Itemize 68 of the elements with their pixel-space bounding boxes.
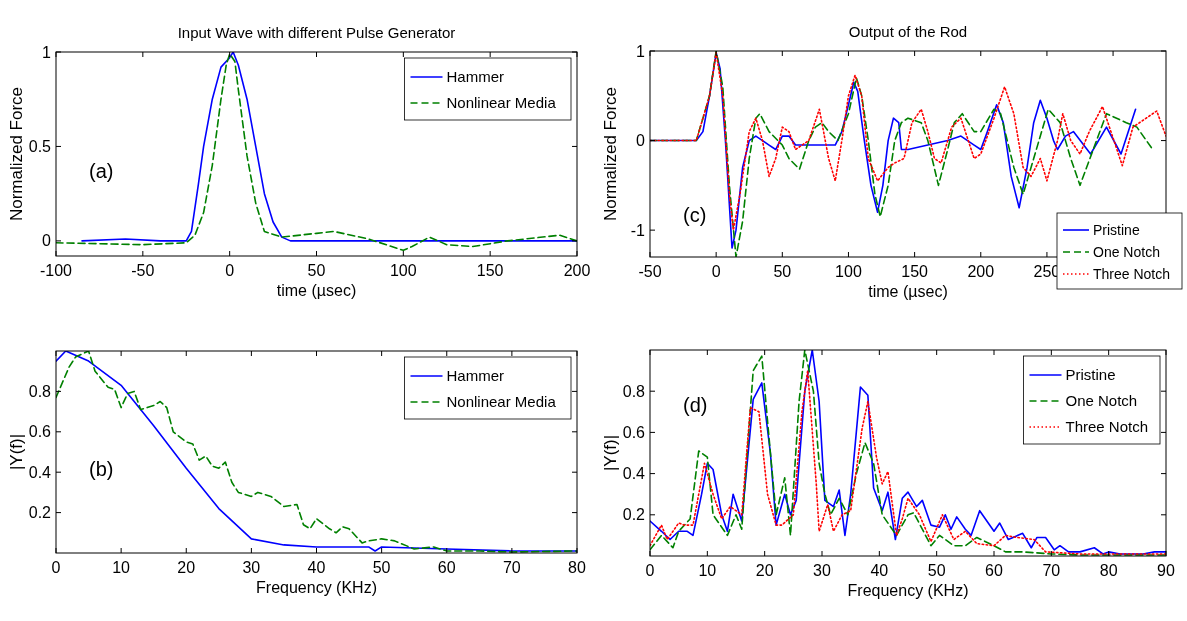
legend-label: Pristine bbox=[1065, 366, 1116, 384]
chart-title: Output of the Rod bbox=[848, 23, 968, 40]
y-axis-title: |Y(f)| bbox=[7, 433, 26, 471]
legend-label: Hammer bbox=[446, 367, 505, 385]
x-tick-label: 100 bbox=[389, 262, 417, 279]
x-tick-label: 150 bbox=[901, 263, 929, 280]
y-axis-title: |Y(f)| bbox=[601, 434, 620, 472]
legend-label: One Notch bbox=[1093, 243, 1160, 260]
x-tick-label: 60 bbox=[437, 559, 456, 576]
x-axis-title: time (µsec) bbox=[276, 282, 357, 299]
y-tick-label: 1 bbox=[636, 42, 646, 60]
x-tick-label: 10 bbox=[112, 559, 131, 576]
x-tick-label: 100 bbox=[835, 263, 862, 280]
x-tick-label: 50 bbox=[372, 559, 391, 576]
x-tick-label: 200 bbox=[967, 263, 995, 280]
x-tick-label: 0 bbox=[225, 262, 235, 279]
x-tick-label: 70 bbox=[1042, 562, 1061, 579]
x-tick-label: 150 bbox=[476, 262, 504, 279]
x-tick-label: 60 bbox=[985, 562, 1003, 579]
annotation: (c) bbox=[683, 203, 707, 226]
x-tick-label: 50 bbox=[773, 263, 792, 280]
annotation: (b) bbox=[89, 458, 114, 481]
y-tick-label: 0.6 bbox=[622, 424, 646, 441]
x-tick-label: 70 bbox=[502, 559, 521, 576]
x-tick-label: 20 bbox=[755, 562, 774, 579]
x-axis-title: Frequency (KHz) bbox=[847, 582, 969, 599]
x-tick-label: 0 bbox=[711, 263, 721, 280]
x-axis-title: Frequency (KHz) bbox=[256, 579, 377, 596]
x-tick-label: 50 bbox=[927, 562, 946, 579]
legend-label: Nonlinear Media bbox=[446, 393, 557, 411]
y-tick-label: 1 bbox=[42, 43, 52, 61]
x-tick-label: 80 bbox=[568, 559, 586, 576]
legend-label: One Notch bbox=[1065, 392, 1138, 410]
y-tick-label: 0 bbox=[636, 132, 646, 150]
x-tick-label: -50 bbox=[638, 263, 662, 280]
y-tick-label: 0.2 bbox=[622, 506, 646, 524]
annotation: (a) bbox=[89, 160, 114, 183]
legend-label: Three Notch bbox=[1093, 265, 1171, 282]
y-tick-label: 0.5 bbox=[28, 138, 52, 156]
x-tick-label: 20 bbox=[177, 559, 196, 576]
y-axis-title: Normalized Force bbox=[601, 86, 620, 222]
x-tick-label: 90 bbox=[1157, 562, 1175, 579]
y-axis-title: Normalized Force bbox=[7, 86, 26, 222]
x-tick-label: 30 bbox=[813, 562, 831, 579]
y-tick-label: 0.8 bbox=[28, 383, 52, 400]
y-tick-label: 0.6 bbox=[28, 423, 52, 441]
x-tick-label: -50 bbox=[131, 262, 155, 279]
legend-label: Pristine bbox=[1093, 221, 1140, 238]
x-tick-label: 50 bbox=[307, 262, 326, 279]
x-tick-label: 40 bbox=[870, 562, 889, 579]
y-tick-label: 0.4 bbox=[28, 463, 52, 481]
y-tick-label: 0 bbox=[42, 232, 52, 250]
x-tick-label: 30 bbox=[242, 559, 261, 576]
legend-label: Three Notch bbox=[1065, 418, 1149, 436]
legend-label: Hammer bbox=[446, 68, 505, 86]
x-tick-label: -100 bbox=[39, 262, 73, 279]
y-tick-label: 0.8 bbox=[622, 382, 646, 400]
x-tick-label: 80 bbox=[1099, 562, 1118, 579]
x-tick-label: 10 bbox=[698, 562, 717, 579]
legend-label: Nonlinear Media bbox=[446, 94, 557, 112]
y-tick-label: -1 bbox=[630, 221, 646, 239]
x-tick-label: 40 bbox=[307, 559, 326, 576]
y-tick-label: 0.4 bbox=[622, 465, 646, 483]
annotation: (d) bbox=[683, 393, 708, 416]
x-tick-label: 200 bbox=[563, 262, 591, 279]
chart-title: Input Wave with different Pulse Generator bbox=[177, 24, 456, 41]
x-axis-title: time (µsec) bbox=[868, 283, 948, 300]
y-tick-label: 0.2 bbox=[28, 504, 52, 522]
